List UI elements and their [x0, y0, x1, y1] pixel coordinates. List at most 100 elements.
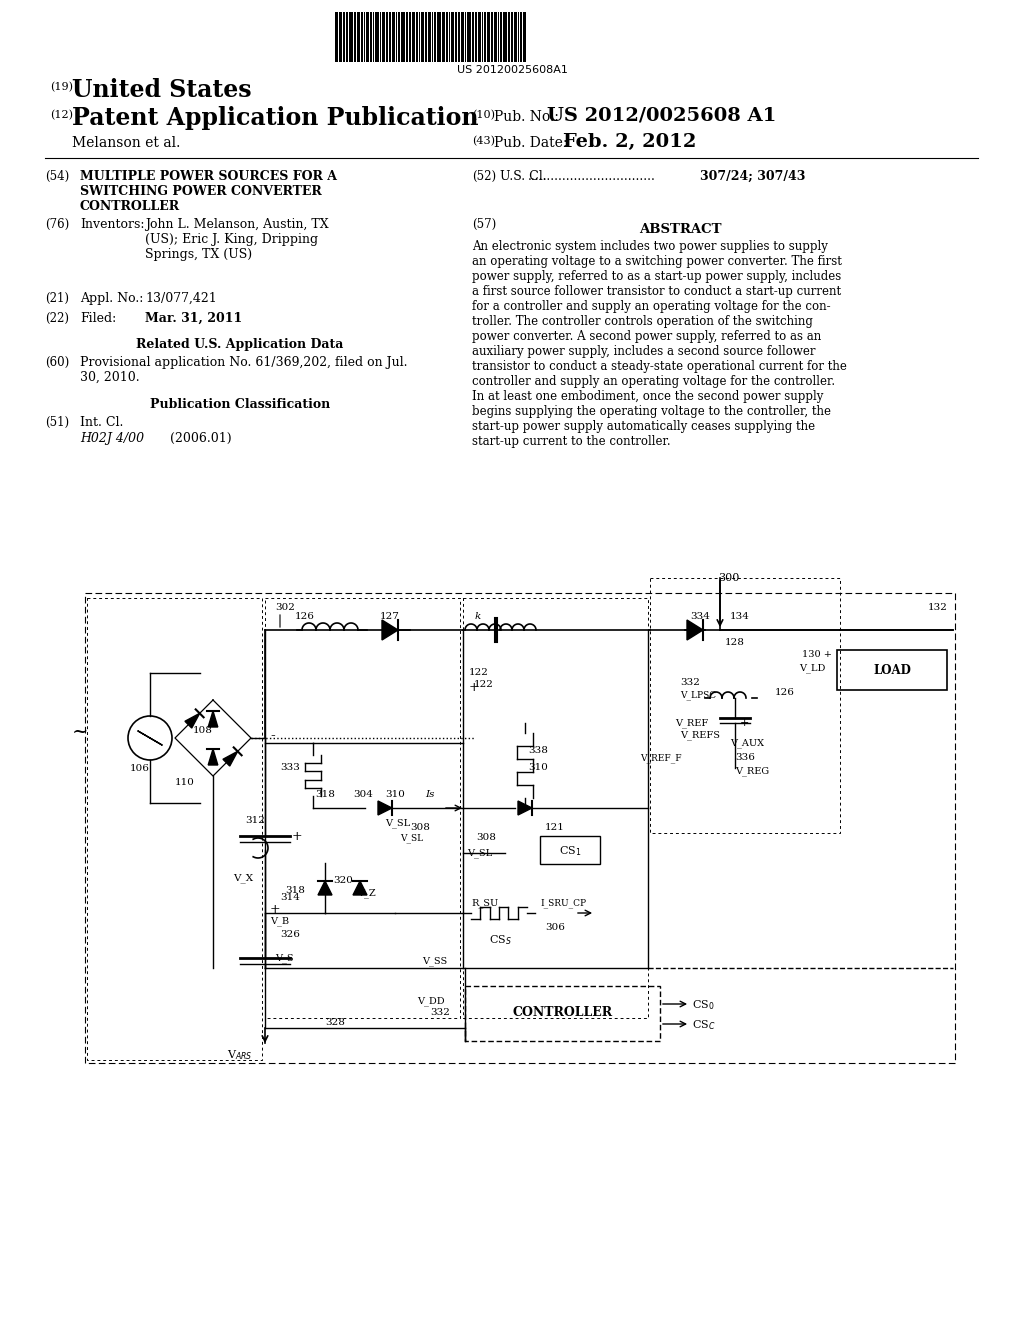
Text: LOAD: LOAD [873, 664, 911, 676]
Text: John L. Melanson, Austin, TX
(US); Eric J. King, Dripping
Springs, TX (US): John L. Melanson, Austin, TX (US); Eric … [145, 218, 329, 261]
Text: 332: 332 [680, 678, 699, 686]
Text: V_LPSC: V_LPSC [680, 690, 716, 700]
Bar [455, 12, 457, 62]
Text: V_REG: V_REG [735, 766, 769, 776]
Bar [475, 12, 477, 62]
Bar [87, 598, 262, 1060]
Bar [500, 12, 502, 62]
Text: 308: 308 [410, 822, 430, 832]
Bar [434, 12, 436, 62]
Bar [465, 986, 660, 1041]
Text: Pub. Date:: Pub. Date: [494, 136, 567, 150]
Text: Inventors:: Inventors: [80, 218, 144, 231]
Text: V_SL: V_SL [385, 818, 411, 828]
Text: 302: 302 [275, 603, 295, 612]
Bar [370, 12, 372, 62]
Text: Is: Is [425, 789, 435, 799]
Bar [484, 12, 486, 62]
Text: V_LD: V_LD [799, 663, 825, 673]
Text: CS$_1$: CS$_1$ [559, 843, 582, 858]
Bar [343, 12, 345, 62]
Text: V_S: V_S [275, 953, 294, 962]
Text: (22): (22) [45, 312, 69, 325]
Text: Provisional application No. 61/369,202, filed on Jul.
30, 2010.: Provisional application No. 61/369,202, … [80, 356, 408, 384]
Polygon shape [208, 711, 218, 727]
Bar [520, 12, 522, 62]
Text: (57): (57) [472, 218, 497, 231]
Text: (76): (76) [45, 218, 70, 231]
Text: R_SU: R_SU [471, 898, 499, 908]
Text: 308: 308 [476, 833, 496, 842]
Bar [437, 12, 441, 62]
Text: 332: 332 [430, 1008, 450, 1016]
Bar [412, 12, 415, 62]
Text: V_REFS: V_REFS [680, 730, 720, 739]
Bar [451, 12, 454, 62]
Text: (54): (54) [45, 170, 70, 183]
Text: V_B: V_B [270, 916, 289, 925]
Text: (21): (21) [45, 292, 69, 305]
Text: CS$_0$: CS$_0$ [692, 998, 715, 1012]
Text: 328: 328 [325, 1018, 345, 1027]
Text: V$_{ARS}$: V$_{ARS}$ [227, 1048, 253, 1061]
Text: 310: 310 [528, 763, 548, 772]
Text: 126: 126 [295, 612, 315, 620]
Bar [421, 12, 424, 62]
Bar [357, 12, 360, 62]
Text: 318: 318 [285, 886, 305, 895]
Bar [494, 12, 497, 62]
Text: CONTROLLER: CONTROLLER [512, 1006, 612, 1019]
Bar [416, 12, 418, 62]
Bar [85, 593, 955, 1063]
Text: CS$_S$: CS$_S$ [488, 933, 511, 946]
Text: 320: 320 [333, 876, 353, 884]
Bar [463, 598, 648, 1018]
Bar [514, 12, 517, 62]
Text: V_REF_F: V_REF_F [640, 752, 682, 763]
Text: I_SRU_CP: I_SRU_CP [540, 898, 586, 908]
Bar [366, 12, 369, 62]
Text: .................................: ................................. [528, 170, 656, 183]
Text: (51): (51) [45, 416, 70, 429]
Text: (43): (43) [472, 136, 495, 147]
Text: Filed:: Filed: [80, 312, 117, 325]
Bar [540, 836, 600, 865]
Text: 121: 121 [545, 822, 565, 832]
Text: (12): (12) [50, 110, 73, 120]
Bar [409, 12, 411, 62]
Text: -: - [270, 729, 274, 743]
Bar [386, 12, 388, 62]
Polygon shape [353, 880, 367, 895]
Text: U.S. Cl.: U.S. Cl. [500, 170, 547, 183]
Text: 110: 110 [175, 777, 195, 787]
Text: 122: 122 [474, 680, 494, 689]
Text: United States: United States [72, 78, 252, 102]
Text: 300: 300 [718, 573, 739, 583]
Bar [487, 12, 490, 62]
Text: V_SL: V_SL [467, 847, 493, 858]
Text: 106: 106 [130, 764, 150, 774]
Polygon shape [185, 713, 200, 729]
Text: +: + [740, 718, 750, 729]
Bar [382, 12, 385, 62]
Text: Appl. No.:: Appl. No.: [80, 292, 143, 305]
Text: +: + [469, 681, 479, 694]
Text: Int. Cl.: Int. Cl. [80, 416, 123, 429]
Text: +: + [292, 830, 303, 843]
Text: ~: ~ [72, 723, 88, 741]
Text: 13/077,421: 13/077,421 [145, 292, 217, 305]
Text: 128: 128 [725, 638, 744, 647]
Text: US 20120025608A1: US 20120025608A1 [457, 65, 567, 75]
Bar [458, 12, 460, 62]
Text: V_AUX: V_AUX [730, 738, 764, 747]
Text: 312: 312 [245, 816, 265, 825]
Text: +: + [270, 903, 281, 916]
Text: 310: 310 [385, 789, 404, 799]
Text: 122: 122 [469, 668, 488, 677]
Bar [354, 12, 356, 62]
Text: Feb. 2, 2012: Feb. 2, 2012 [563, 133, 696, 150]
Bar [508, 12, 510, 62]
Text: (2006.01): (2006.01) [170, 432, 231, 445]
Text: 326: 326 [280, 931, 300, 939]
Bar [406, 12, 408, 62]
